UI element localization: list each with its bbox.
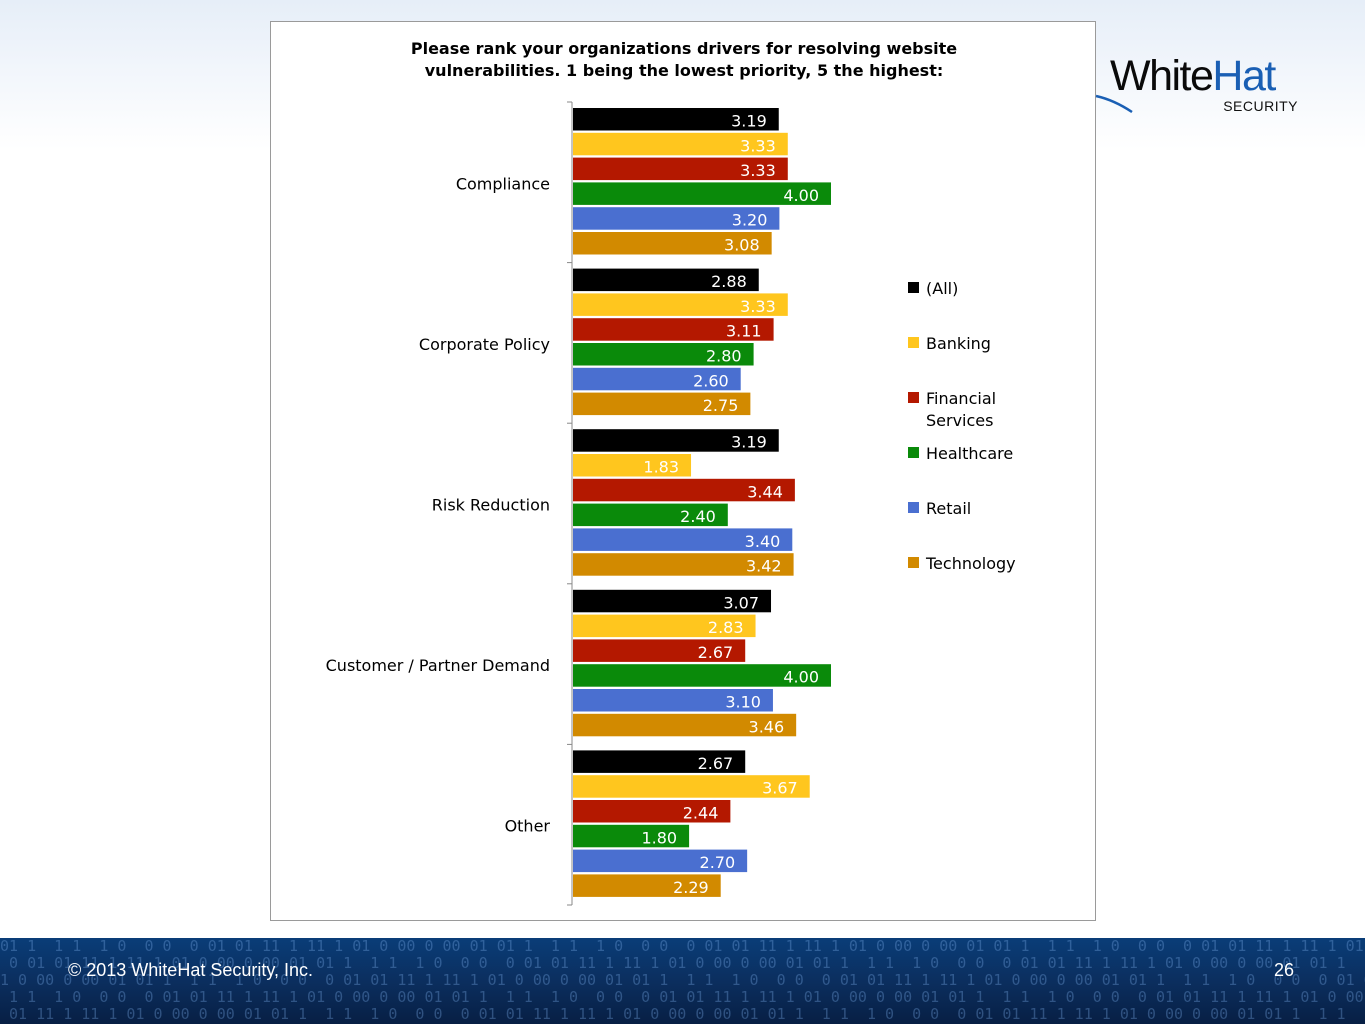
footer-binary-pattern: 01 1 1 1 1 0 0 0 0 01 01 11 1 11 1 01 0 …	[0, 938, 1365, 1024]
bar	[573, 639, 746, 662]
logo-subtitle: SECURITY	[1223, 98, 1298, 114]
legend-label: Technology	[925, 554, 1016, 573]
bar	[573, 849, 748, 873]
chart-title-line-1: vulnerabilities. 1 being the lowest prio…	[425, 61, 944, 80]
data-label: 3.19	[731, 112, 767, 131]
data-label: 1.83	[643, 458, 679, 477]
data-label: 4.00	[783, 668, 819, 687]
bar	[573, 318, 774, 341]
bar	[573, 232, 772, 255]
data-label: 2.70	[700, 853, 736, 872]
data-label: 3.20	[732, 211, 768, 230]
category-label: Other	[505, 817, 551, 836]
chart-panel: Please rank your organizations drivers f…	[270, 21, 1096, 921]
bar	[573, 293, 788, 316]
data-label: 4.00	[783, 186, 819, 205]
data-label: 3.33	[740, 161, 776, 180]
data-label: 3.33	[740, 136, 776, 155]
legend-swatch	[908, 557, 919, 568]
legend-label: (All)	[926, 279, 958, 298]
data-label: 2.40	[680, 507, 716, 526]
data-label: 2.67	[698, 754, 734, 773]
bar	[573, 157, 788, 181]
bar	[573, 614, 756, 638]
bar	[573, 689, 773, 712]
legend-swatch	[908, 282, 919, 293]
bar	[573, 503, 728, 527]
data-label: 2.29	[673, 878, 709, 897]
data-label: 3.33	[740, 297, 776, 316]
data-label: 2.67	[698, 643, 734, 662]
bar	[573, 824, 690, 848]
bar	[573, 874, 721, 897]
data-label: 3.10	[725, 693, 761, 712]
bar	[573, 589, 772, 613]
logo-wordmark: WhiteHat	[1110, 52, 1276, 100]
legend-swatch	[908, 447, 919, 458]
page-number: 26	[1273, 960, 1294, 980]
legend-label: Healthcare	[926, 444, 1013, 463]
bar	[573, 268, 759, 292]
footer-copyright: © 2013 WhiteHat Security, Inc.	[68, 960, 314, 980]
data-label: 3.11	[726, 322, 762, 341]
bar	[573, 367, 741, 391]
bar-chart: Please rank your organizations drivers f…	[326, 39, 1016, 906]
legend-swatch	[908, 392, 919, 403]
category-label: Risk Reduction	[432, 496, 550, 515]
logo-word-white: White	[1110, 52, 1214, 100]
data-label: 2.88	[711, 272, 747, 291]
bar	[573, 454, 692, 477]
bar	[573, 713, 797, 737]
data-label: 1.80	[641, 828, 677, 847]
data-label: 3.67	[762, 779, 798, 798]
data-label: 3.07	[723, 593, 759, 612]
logo-swoosh-icon	[1095, 94, 1133, 114]
legend-label: Retail	[926, 499, 971, 518]
legend-label: Banking	[926, 334, 991, 353]
legend-label: Services	[926, 411, 993, 430]
category-label: Compliance	[456, 174, 550, 193]
data-label: 3.40	[745, 532, 781, 551]
data-label: 2.75	[703, 396, 739, 415]
bar	[573, 553, 794, 576]
legend-swatch	[908, 337, 919, 348]
bar	[573, 182, 831, 205]
data-label: 2.80	[706, 347, 742, 366]
legend-swatch	[908, 502, 919, 513]
bar	[573, 478, 795, 502]
bar	[573, 392, 751, 416]
data-label: 3.19	[731, 433, 767, 452]
bar	[573, 343, 754, 366]
legend-label: Financial	[926, 389, 996, 408]
bar	[573, 800, 731, 823]
bar	[573, 528, 793, 551]
data-label: 3.46	[749, 717, 785, 736]
bar	[573, 207, 780, 230]
data-label: 2.60	[693, 371, 729, 390]
data-label: 2.44	[683, 804, 719, 823]
bar	[573, 132, 788, 156]
data-label: 3.08	[724, 236, 760, 255]
bar	[573, 775, 810, 798]
category-label: Customer / Partner Demand	[326, 656, 550, 675]
whitehat-logo: WhiteHat SECURITY	[1092, 52, 1312, 118]
chart-title-line-0: Please rank your organizations drivers f…	[411, 39, 957, 58]
bar	[573, 429, 779, 452]
bar	[573, 108, 779, 131]
bar	[573, 664, 831, 687]
data-label: 3.42	[746, 557, 782, 576]
data-label: 3.44	[747, 482, 783, 501]
bar	[573, 750, 746, 773]
logo-word-hat: Hat	[1212, 52, 1276, 100]
category-label: Corporate Policy	[419, 335, 550, 354]
footer-bar: 01 1 1 1 1 0 0 0 0 01 01 11 1 11 1 01 0 …	[0, 938, 1365, 1024]
data-label: 2.83	[708, 618, 744, 637]
